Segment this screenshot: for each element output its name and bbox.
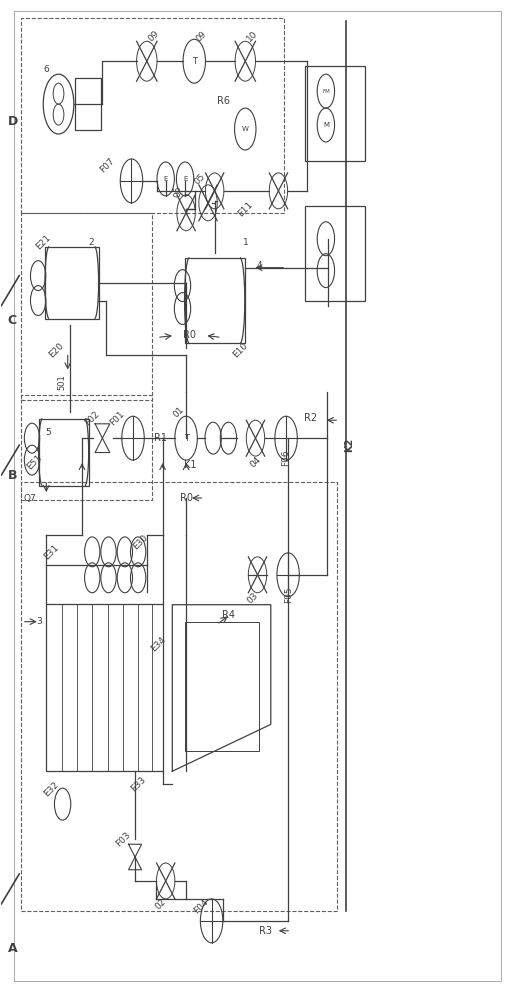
Text: E: E	[183, 176, 187, 182]
Text: FM: FM	[322, 89, 330, 94]
Text: 5: 5	[46, 428, 51, 437]
Text: R6: R6	[217, 96, 230, 106]
Bar	[21, 395, 152, 500]
Text: F04: F04	[192, 898, 210, 916]
Text: M: M	[323, 122, 329, 128]
Text: 3: 3	[37, 617, 43, 626]
Bar	[75, 78, 102, 130]
Text: 06: 06	[173, 185, 183, 197]
Text: A: A	[8, 942, 17, 955]
Text: K2: K2	[344, 438, 354, 452]
Text: E21: E21	[34, 234, 52, 252]
Text: E31: E31	[42, 543, 61, 561]
Text: E32: E32	[42, 780, 61, 798]
Text: 10: 10	[245, 29, 260, 44]
Text: F03: F03	[114, 830, 132, 848]
Bar	[38, 419, 89, 486]
Text: E33: E33	[129, 775, 147, 793]
Text: C: C	[8, 314, 16, 327]
Bar	[21, 18, 284, 213]
Text: 501: 501	[57, 374, 66, 390]
Text: 2: 2	[88, 238, 93, 247]
Bar	[21, 482, 337, 911]
Text: T: T	[192, 57, 197, 66]
Text: B: B	[8, 469, 17, 482]
Text: R0: R0	[183, 330, 195, 340]
Text: E10: E10	[231, 341, 249, 360]
Text: F01: F01	[109, 409, 127, 427]
Bar	[45, 247, 98, 319]
Text: 01: 01	[172, 405, 186, 419]
Text: R4: R4	[222, 610, 235, 620]
Bar	[21, 213, 152, 400]
Text: F06: F06	[282, 450, 290, 466]
Text: E30: E30	[131, 533, 149, 551]
Text: K1: K1	[184, 460, 196, 470]
Text: 03: 03	[245, 590, 260, 605]
Text: W: W	[242, 126, 249, 132]
Text: E11: E11	[236, 200, 254, 218]
Text: 02: 02	[153, 897, 168, 911]
Text: 09: 09	[146, 29, 161, 44]
Bar	[185, 258, 245, 343]
Text: R0: R0	[180, 493, 192, 503]
Text: E20: E20	[47, 341, 66, 360]
Text: F05: F05	[284, 586, 292, 603]
Text: 05: 05	[192, 172, 207, 186]
Bar	[46, 604, 163, 771]
Text: 1: 1	[244, 238, 249, 247]
Text: 6: 6	[44, 65, 49, 74]
Text: F02: F02	[83, 409, 101, 427]
Text: R1: R1	[154, 433, 167, 443]
Text: 04: 04	[248, 455, 263, 469]
Bar	[305, 66, 365, 161]
Text: E: E	[164, 176, 168, 182]
Text: R3: R3	[259, 926, 272, 936]
Text: T: T	[184, 434, 189, 443]
Text: 09: 09	[195, 29, 209, 43]
Bar	[305, 206, 365, 301]
Text: E51: E51	[25, 453, 44, 471]
Text: 4: 4	[256, 261, 262, 270]
Text: R2: R2	[304, 413, 317, 423]
Text: D: D	[8, 115, 18, 128]
Bar	[185, 622, 259, 751]
Text: E34: E34	[149, 635, 168, 654]
Text: Q7: Q7	[23, 494, 36, 503]
Text: F07: F07	[98, 156, 116, 174]
